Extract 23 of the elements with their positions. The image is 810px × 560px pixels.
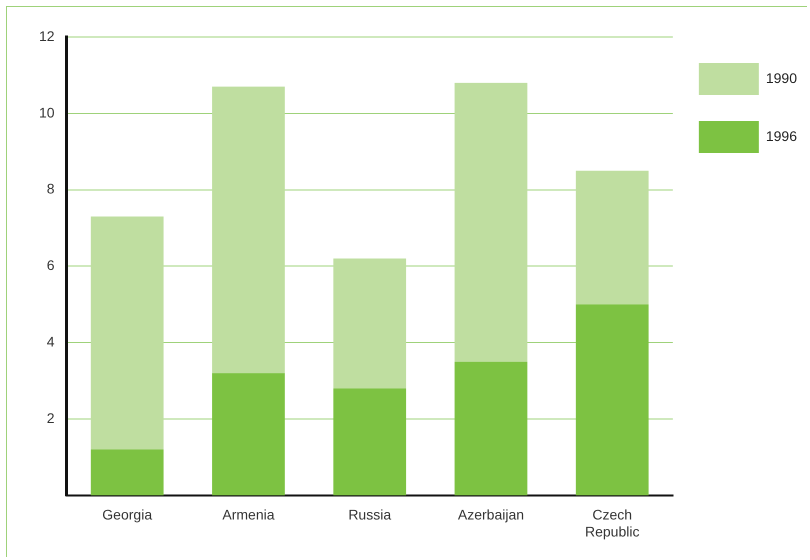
y-tick-label: 6	[46, 257, 55, 274]
x-tick-label: Georgia	[102, 506, 152, 523]
legend-label: 1990	[766, 70, 798, 86]
y-tick-label: 4	[46, 333, 55, 350]
bar	[212, 86, 285, 374]
bar	[90, 216, 164, 450]
y-tick-label: 8	[46, 180, 55, 197]
x-tick-label: Russia	[348, 506, 392, 523]
legend-label: 1996	[766, 128, 798, 144]
y-tick-label: 10	[38, 104, 55, 120]
bar	[454, 362, 528, 496]
bar	[454, 82, 528, 362]
y-tick-label: 12	[38, 28, 55, 44]
x-tick-label: Azerbaijan	[458, 506, 524, 523]
bar	[333, 258, 406, 388]
bar	[212, 373, 285, 496]
bar	[333, 388, 406, 496]
y-tick-label: 2	[46, 410, 55, 426]
x-tick-label: Czech Republic	[584, 506, 640, 540]
x-tick-label: Armenia	[222, 506, 275, 523]
bar	[576, 304, 649, 496]
bar	[90, 450, 164, 496]
bar	[576, 170, 649, 304]
